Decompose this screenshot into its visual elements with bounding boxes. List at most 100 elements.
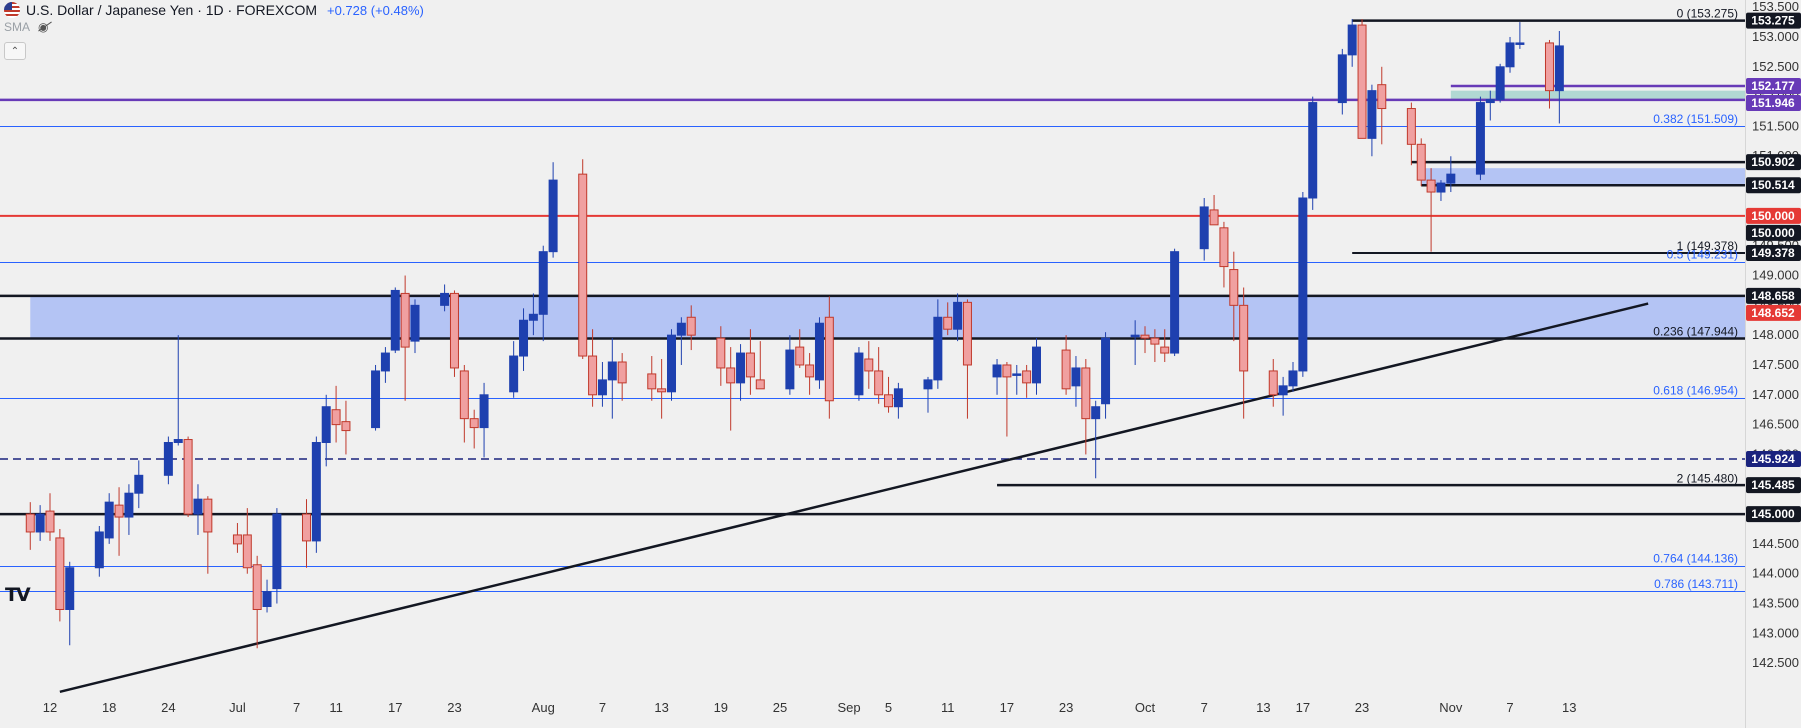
candle[interactable]	[449, 290, 459, 377]
candle[interactable]	[1022, 364, 1032, 398]
candle[interactable]	[923, 376, 933, 413]
candle[interactable]	[1485, 90, 1495, 121]
candle[interactable]	[390, 287, 400, 354]
candle[interactable]	[538, 245, 548, 342]
candle[interactable]	[183, 436, 193, 518]
candle[interactable]	[785, 335, 795, 395]
candle[interactable]	[597, 361, 607, 407]
candle[interactable]	[311, 436, 321, 553]
candle[interactable]	[1229, 251, 1239, 342]
candle[interactable]	[163, 436, 173, 485]
sma-indicator-label[interactable]: SMA	[4, 20, 31, 34]
candle[interactable]	[469, 409, 479, 449]
candle[interactable]	[341, 400, 351, 455]
candle[interactable]	[1308, 96, 1318, 210]
candle[interactable]	[1209, 195, 1219, 226]
candle[interactable]	[1298, 192, 1308, 377]
candle[interactable]	[1347, 19, 1357, 67]
candle[interactable]	[509, 341, 519, 398]
candle[interactable]	[933, 299, 943, 389]
eye-hidden-icon[interactable]: ◉	[38, 20, 49, 34]
candle[interactable]	[647, 356, 657, 401]
candle[interactable]	[1219, 221, 1229, 288]
candle[interactable]	[371, 364, 381, 431]
candle[interactable]	[232, 523, 242, 553]
candle[interactable]	[440, 284, 450, 312]
candle[interactable]	[992, 359, 1002, 395]
candle[interactable]	[65, 561, 75, 646]
candle[interactable]	[55, 528, 65, 622]
candle[interactable]	[1446, 156, 1456, 193]
candle[interactable]	[1288, 361, 1298, 392]
candle[interactable]	[1436, 180, 1446, 201]
candle[interactable]	[795, 329, 805, 368]
candle[interactable]	[519, 308, 529, 371]
candle[interactable]	[1071, 356, 1081, 407]
candle[interactable]	[25, 502, 35, 550]
candle[interactable]	[1278, 376, 1288, 416]
candle[interactable]	[45, 493, 55, 541]
candle[interactable]	[824, 296, 834, 419]
candle[interactable]	[1426, 168, 1436, 252]
candle[interactable]	[134, 460, 144, 509]
candle[interactable]	[943, 302, 953, 336]
candle[interactable]	[1170, 248, 1180, 357]
candle[interactable]	[1130, 320, 1140, 365]
candle[interactable]	[272, 508, 282, 604]
candle[interactable]	[953, 293, 963, 342]
candle[interactable]	[578, 159, 588, 360]
candle[interactable]	[1544, 39, 1554, 109]
candle[interactable]	[104, 493, 114, 544]
collapse-indicators-button[interactable]: ⌃	[4, 42, 26, 60]
candle[interactable]	[1268, 359, 1278, 407]
symbol-title[interactable]: U.S. Dollar / Japanese Yen · 1D · FOREXC…	[26, 2, 317, 18]
candle[interactable]	[884, 376, 894, 413]
candle[interactable]	[173, 335, 183, 446]
candle[interactable]	[262, 579, 272, 613]
candle[interactable]	[1406, 102, 1416, 166]
candle[interactable]	[1199, 197, 1209, 261]
candle[interactable]	[1081, 359, 1091, 455]
candle[interactable]	[548, 162, 558, 258]
candle[interactable]	[893, 382, 903, 419]
candle[interactable]	[716, 326, 726, 386]
candle[interactable]	[1140, 326, 1150, 354]
candle[interactable]	[459, 364, 469, 443]
candle[interactable]	[805, 353, 815, 395]
candle[interactable]	[35, 505, 45, 541]
candle[interactable]	[410, 299, 420, 354]
candle[interactable]	[1091, 400, 1101, 479]
candle[interactable]	[854, 347, 864, 401]
price-axis[interactable]	[1746, 0, 1801, 728]
candle[interactable]	[1101, 332, 1111, 419]
candle[interactable]	[726, 347, 736, 431]
candle[interactable]	[814, 317, 824, 389]
candle[interactable]	[252, 555, 262, 649]
candle[interactable]	[874, 347, 884, 404]
candle[interactable]	[962, 299, 972, 419]
candle[interactable]	[321, 394, 331, 467]
candle[interactable]	[588, 329, 598, 407]
candle[interactable]	[666, 329, 676, 401]
candle[interactable]	[242, 508, 252, 574]
candle[interactable]	[1367, 84, 1377, 157]
candle[interactable]	[1012, 364, 1022, 395]
candle[interactable]	[331, 385, 341, 443]
candle[interactable]	[124, 484, 134, 535]
candle[interactable]	[193, 484, 203, 535]
candle[interactable]	[617, 353, 627, 401]
candle[interactable]	[1337, 48, 1347, 115]
candle[interactable]	[1032, 338, 1041, 395]
candle[interactable]	[745, 329, 755, 395]
candle[interactable]	[400, 275, 410, 401]
candle[interactable]	[1495, 63, 1505, 103]
candle[interactable]	[1505, 36, 1515, 73]
candle[interactable]	[736, 344, 746, 401]
candle[interactable]	[1475, 96, 1485, 181]
candle[interactable]	[94, 525, 104, 577]
candle[interactable]	[114, 487, 124, 556]
candle[interactable]	[380, 347, 390, 383]
trendline[interactable]	[59, 302, 1649, 694]
candle[interactable]	[676, 317, 686, 365]
